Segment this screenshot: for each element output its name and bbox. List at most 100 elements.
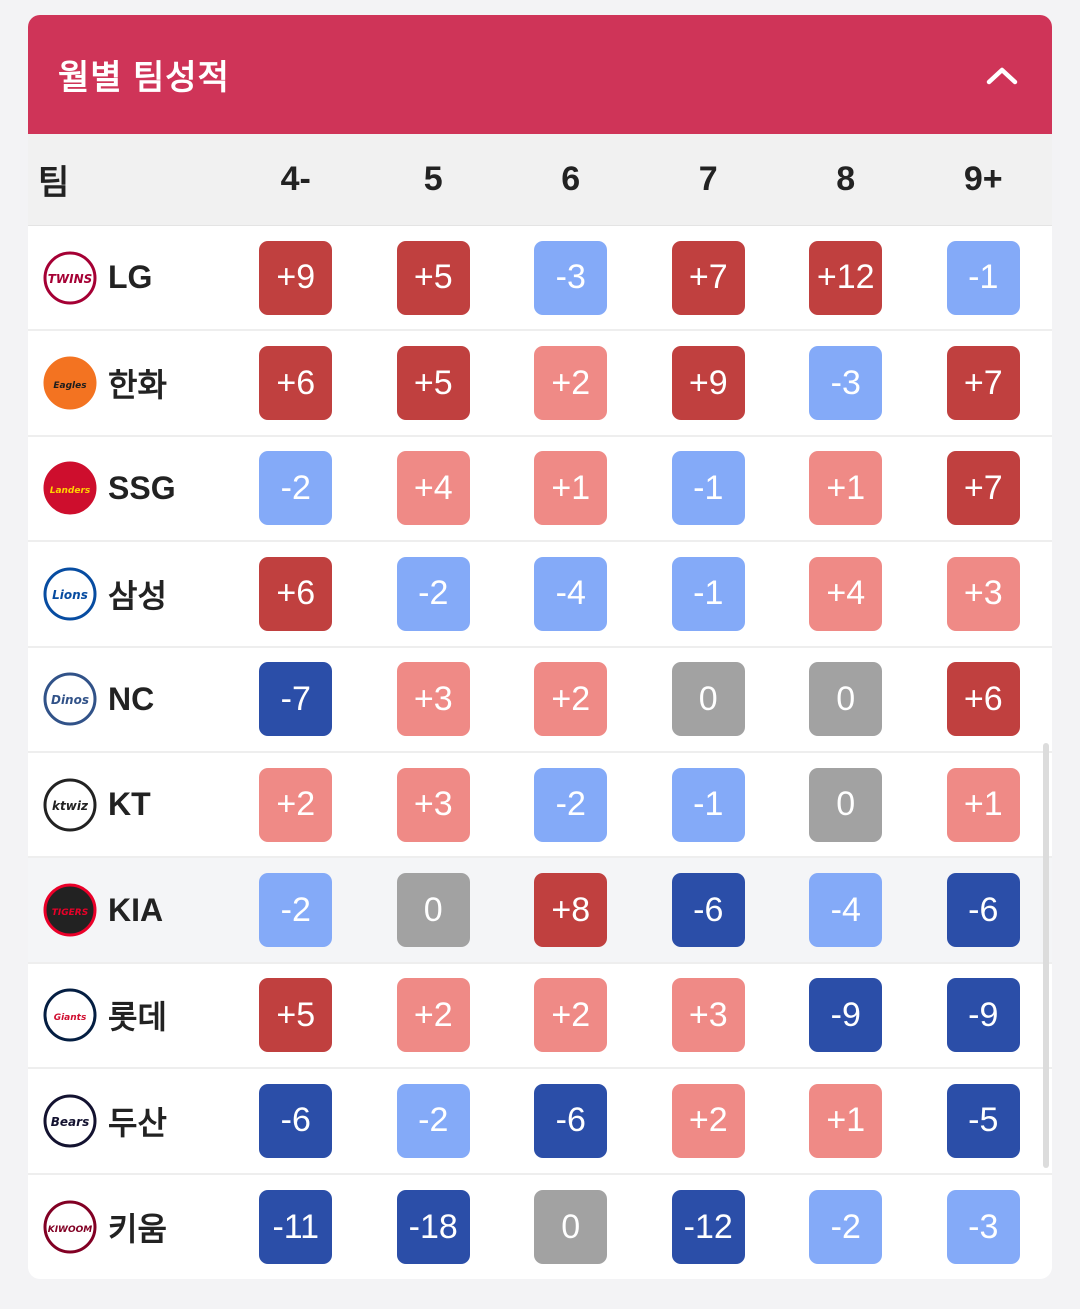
value-cell: -2 xyxy=(502,767,640,842)
record-chip: +3 xyxy=(396,767,470,842)
value-cell: -2 xyxy=(365,556,503,631)
lotte-giants-logo-icon: Giants xyxy=(42,987,98,1043)
record-chip: -6 xyxy=(946,873,1020,948)
month-column-header: 7 xyxy=(698,160,718,198)
svg-text:TWINS: TWINS xyxy=(48,272,93,286)
table-row: ktwiz KT +2 +3 -2 -1 0 +1 xyxy=(28,753,1052,859)
kiwoom-heroes-logo-icon: KIWOOM xyxy=(42,1199,98,1255)
record-chip: -2 xyxy=(396,1083,470,1158)
record-chip: +2 xyxy=(534,662,608,737)
record-chip: -5 xyxy=(946,1083,1020,1158)
team-cell: Bears 두산 xyxy=(28,1093,227,1149)
value-cell: -11 xyxy=(227,1190,365,1265)
value-cell: -3 xyxy=(915,1190,1053,1265)
svg-text:ktwiz: ktwiz xyxy=(52,799,89,813)
svg-text:Eagles: Eagles xyxy=(53,381,87,391)
team-name: KIA xyxy=(108,891,164,928)
value-cell: +4 xyxy=(777,556,915,631)
value-cell: -9 xyxy=(777,978,915,1053)
svg-text:Landers: Landers xyxy=(50,486,91,496)
record-chip: +1 xyxy=(946,767,1020,842)
record-chip: 0 xyxy=(396,873,470,948)
record-chip: +3 xyxy=(671,978,745,1053)
value-cell: +5 xyxy=(365,346,503,421)
record-chip: -3 xyxy=(809,346,883,421)
team-cell: Dinos NC xyxy=(28,671,227,727)
value-cell: +7 xyxy=(915,346,1053,421)
svg-text:Dinos: Dinos xyxy=(51,693,89,707)
table-row: Bears 두산 -6 -2 -6 +2 +1 -5 xyxy=(28,1069,1053,1175)
team-cell: TIGERS KIA xyxy=(28,882,227,938)
value-cell: +3 xyxy=(365,767,503,842)
record-chip: -4 xyxy=(534,556,608,631)
value-cell: +2 xyxy=(365,978,503,1053)
record-chip: -7 xyxy=(259,662,333,737)
record-chip: 0 xyxy=(809,767,883,842)
team-name: 키움 xyxy=(108,1211,167,1248)
svg-text:Bears: Bears xyxy=(51,1115,89,1129)
team-name: 삼성 xyxy=(108,577,167,614)
value-cell: +3 xyxy=(915,556,1053,631)
team-name: 한화 xyxy=(108,367,167,404)
value-cell: -2 xyxy=(227,451,365,526)
team-cell: Eagles 한화 xyxy=(28,355,227,411)
record-chip: -2 xyxy=(259,873,333,948)
record-chip: +6 xyxy=(946,662,1020,737)
value-cell: +5 xyxy=(365,240,503,315)
value-cell: -4 xyxy=(777,873,915,948)
record-chip: +1 xyxy=(809,451,883,526)
value-cell: 0 xyxy=(365,873,503,948)
value-cell: +3 xyxy=(365,662,503,737)
value-cell: +1 xyxy=(777,1083,915,1158)
value-cell: 0 xyxy=(777,767,915,842)
value-cell: +7 xyxy=(640,240,778,315)
value-cell: +9 xyxy=(227,240,365,315)
team-name: SSG xyxy=(108,469,176,506)
record-chip: -1 xyxy=(671,451,745,526)
value-cell: +4 xyxy=(365,451,503,526)
doosan-bears-logo-icon: Bears xyxy=(42,1093,98,1149)
record-chip: +7 xyxy=(946,451,1020,526)
record-chip: +7 xyxy=(946,346,1020,421)
value-cell: 0 xyxy=(640,662,778,737)
record-chip: +2 xyxy=(671,1083,745,1158)
record-chip: 0 xyxy=(809,662,883,737)
record-chip: -9 xyxy=(809,978,883,1053)
month-column-header: 5 xyxy=(423,160,443,198)
table-row: Landers SSG -2 +4 +1 -1 +1 +7 xyxy=(28,437,1052,543)
record-chip: -18 xyxy=(396,1190,470,1265)
chevron-up-icon[interactable] xyxy=(980,53,1024,97)
value-cell: 0 xyxy=(777,662,915,737)
value-cell: +2 xyxy=(227,767,365,842)
record-chip: +4 xyxy=(809,556,883,631)
record-chip: +8 xyxy=(534,873,608,948)
record-chip: -3 xyxy=(534,240,608,315)
record-chip: -4 xyxy=(809,873,883,948)
team-column-header: 팀 xyxy=(38,164,70,202)
value-cell: -9 xyxy=(915,978,1053,1053)
value-cell: -4 xyxy=(502,556,640,631)
value-cell: +6 xyxy=(915,662,1053,737)
scrollbar[interactable] xyxy=(1043,743,1049,1168)
table-row: TIGERS KIA -2 0 +8 -6 -4 -6 xyxy=(28,858,1052,964)
value-cell: +6 xyxy=(227,556,365,631)
record-chip: -2 xyxy=(259,451,333,526)
panel-header[interactable]: 월별 팀성적 xyxy=(28,15,1052,134)
value-cell: -5 xyxy=(915,1083,1053,1158)
value-cell: +2 xyxy=(502,662,640,737)
record-chip: +1 xyxy=(534,451,608,526)
value-cell: -2 xyxy=(365,1083,503,1158)
record-chip: +3 xyxy=(946,556,1020,631)
value-cell: -1 xyxy=(640,767,778,842)
record-chip: -1 xyxy=(671,556,745,631)
value-cell: +1 xyxy=(777,451,915,526)
kia-tigers-logo-icon: TIGERS xyxy=(42,882,98,938)
record-chip: -12 xyxy=(671,1190,745,1265)
record-chip: -3 xyxy=(946,1190,1020,1265)
table-header-row: 팀 4- 5 6 7 8 9+ xyxy=(28,134,1052,226)
record-chip: -1 xyxy=(671,767,745,842)
value-cell: -6 xyxy=(502,1083,640,1158)
team-name: 두산 xyxy=(108,1104,167,1141)
svg-text:KIWOOM: KIWOOM xyxy=(48,1225,93,1235)
value-cell: +2 xyxy=(640,1083,778,1158)
